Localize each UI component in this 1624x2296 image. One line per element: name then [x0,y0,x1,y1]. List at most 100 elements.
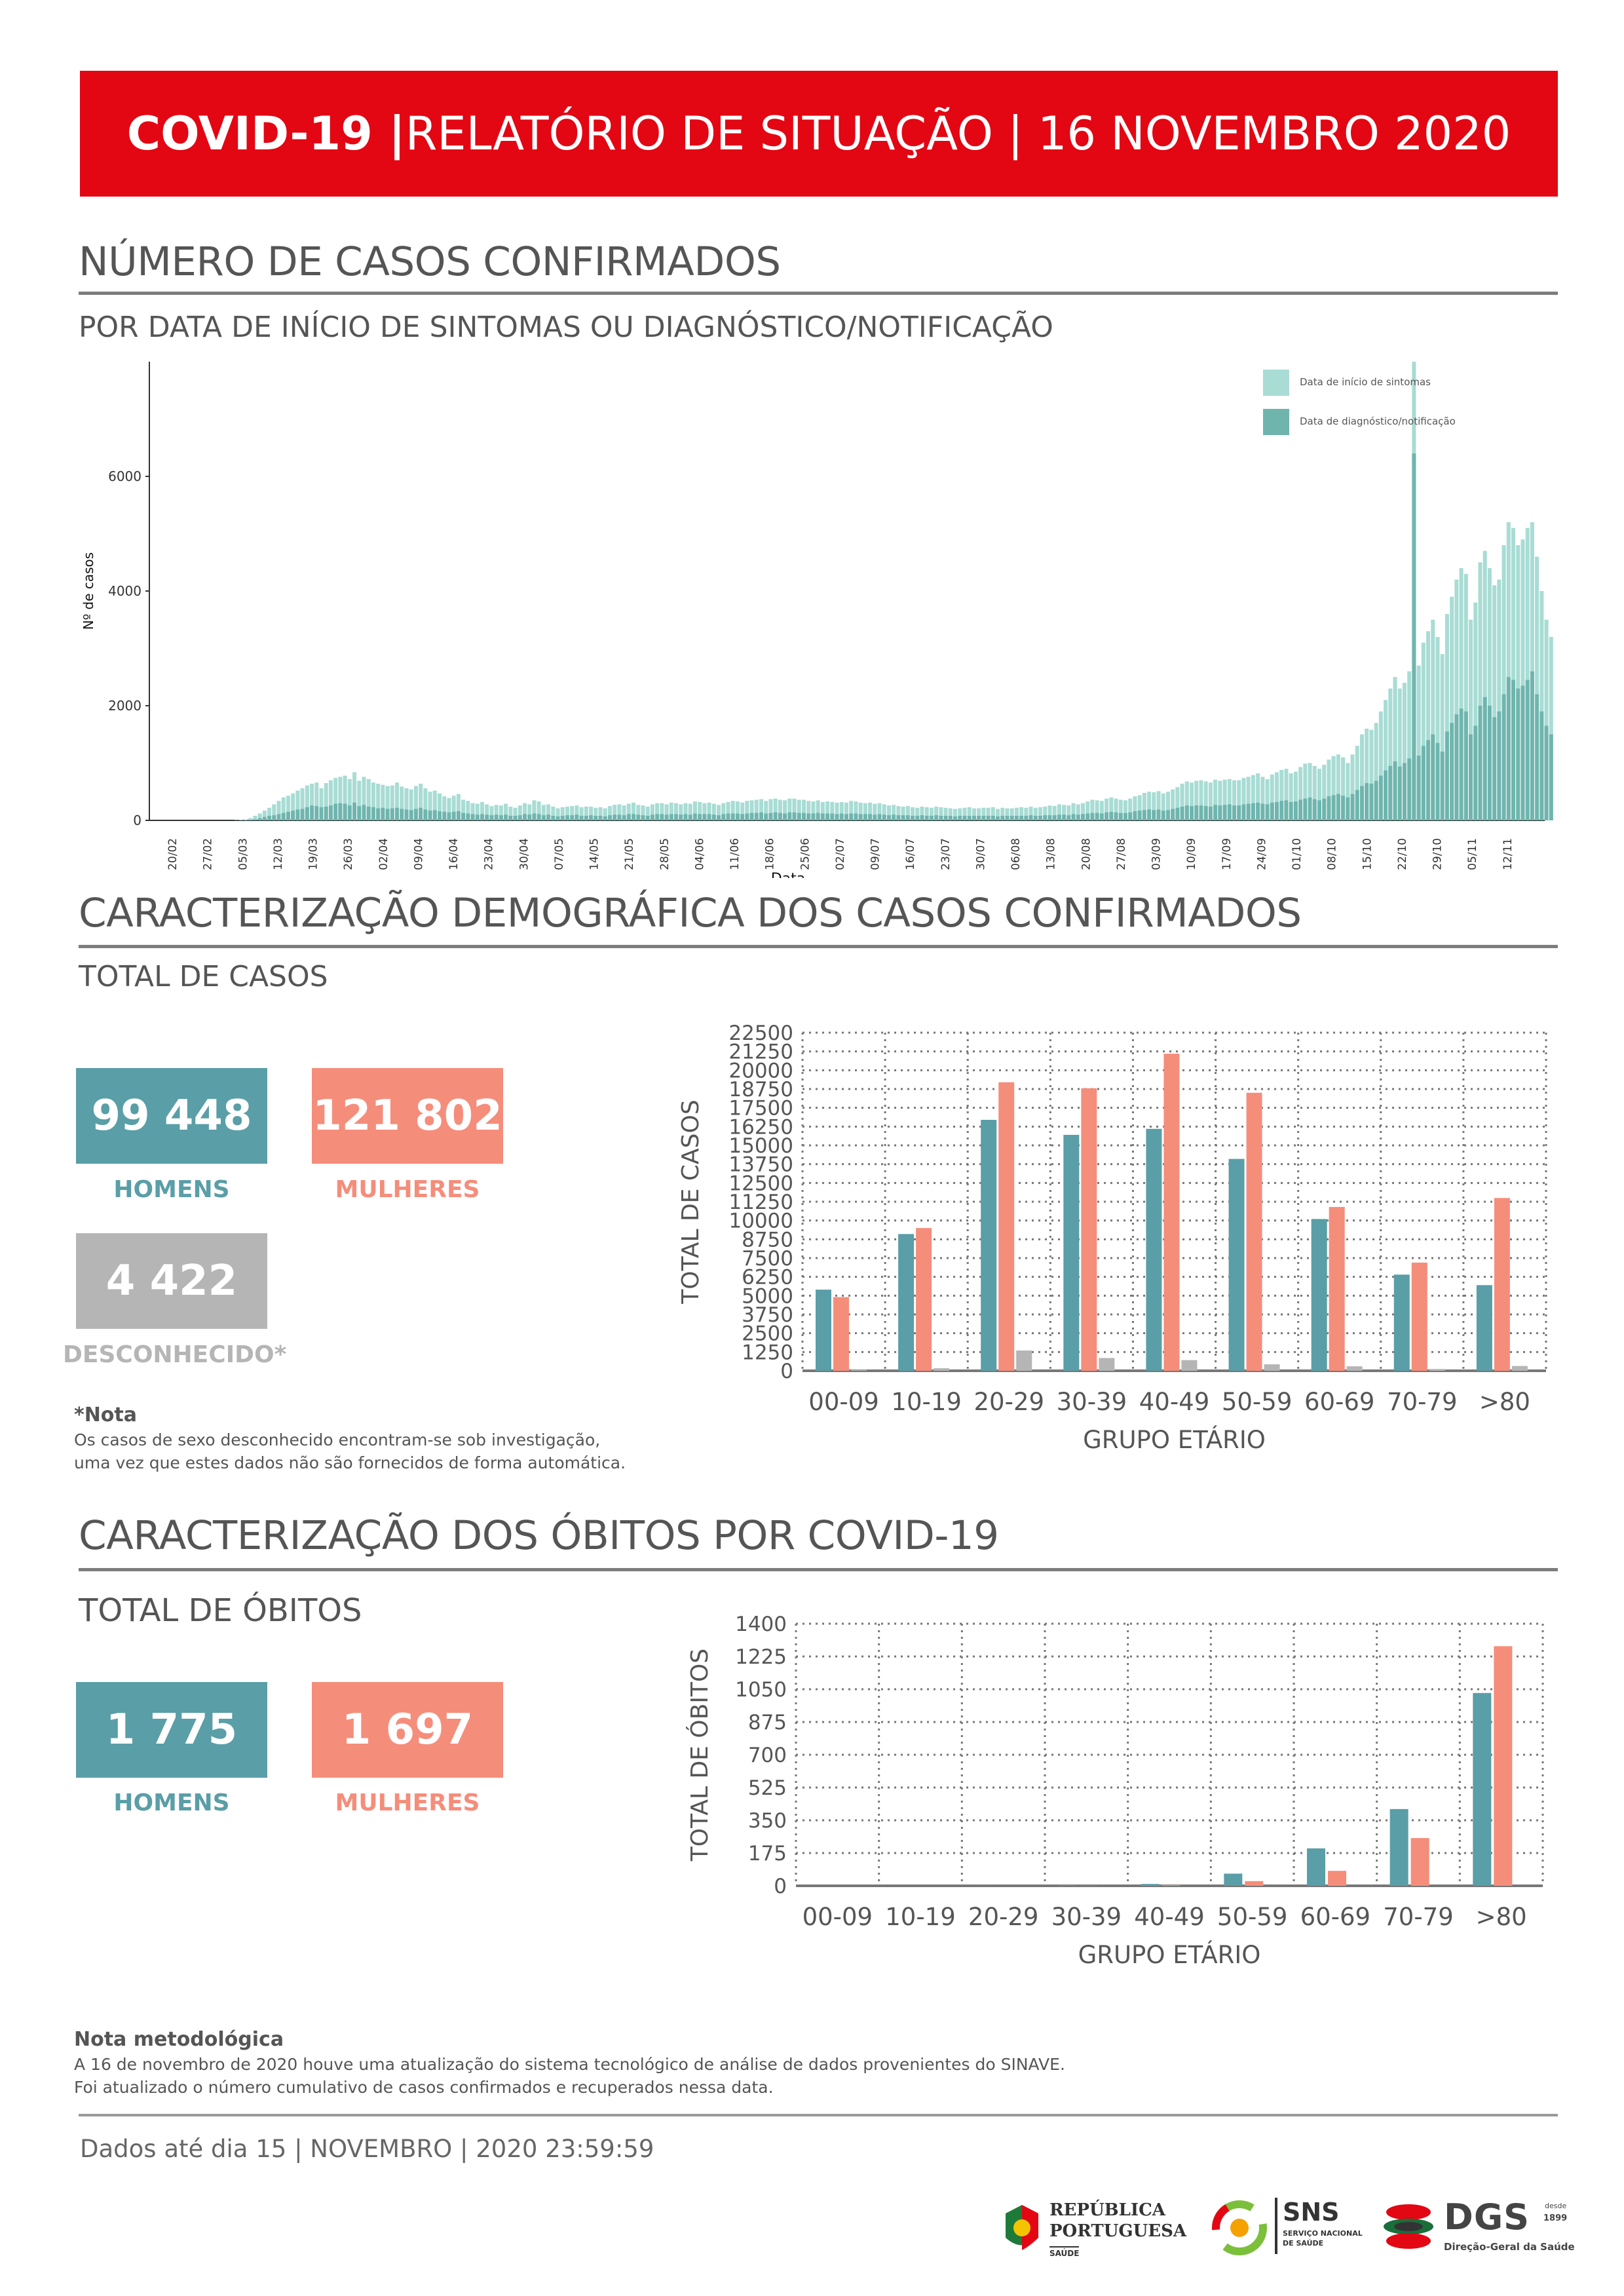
symptom-onset-bar [1147,792,1152,820]
notification-bar [1227,804,1232,820]
y-tick-label: 1250 [742,1341,793,1364]
notification-bar [1114,812,1118,820]
symptom-onset-bar [1322,765,1327,820]
symptom-onset-bar [1222,779,1227,820]
x-tick-label: 40-49 [1139,1388,1210,1416]
symptom-onset-bar [362,776,366,820]
symptom-onset-bar [461,799,466,820]
notification-bar [253,819,257,820]
symptom-onset-bar [764,801,768,820]
y-tick-label: 1400 [735,1613,787,1636]
dgs-year: 1899 [1543,2213,1568,2223]
notification-bar [641,815,645,820]
symptom-onset-bar [1095,800,1099,820]
symptom-onset-bar [1180,784,1184,820]
notification-bar [381,807,385,820]
note-line: uma vez que estes dados não são fornecid… [74,1453,626,1472]
symptom-onset-bar [1378,711,1383,820]
notification-bar [1199,805,1203,820]
symptom-onset-bar [825,801,830,820]
age-group-bar [1141,1884,1160,1886]
symptom-onset-bar [1431,619,1435,820]
symptom-onset-bar [1501,545,1506,820]
notification-bar [1407,758,1412,820]
symptom-onset-bar [660,803,664,820]
symptom-onset-bar [773,798,778,820]
notification-bar [711,814,716,820]
notification-bar [1355,790,1359,820]
notification-bar [844,814,848,820]
symptom-onset-bar [863,803,867,820]
symptom-onset-bar [692,801,697,820]
cases-by-age-chart: 0125025003750500062507500875010000112501… [677,1022,1547,1454]
notification-bar [1501,694,1506,820]
notification-bar [839,813,844,820]
notification-bar [1322,798,1327,820]
notification-bar [721,814,726,820]
x-tick-label: 28/05 [658,838,671,870]
x-tick-label: 30-39 [1051,1903,1122,1931]
symptom-onset-bar [305,785,309,820]
symptom-onset-bar [267,807,272,820]
symptom-onset-bar [688,803,692,820]
symptom-onset-bar [636,805,641,820]
symptom-onset-bar [905,806,910,820]
y-tick-label: 6000 [108,469,142,484]
notification-bar [740,814,745,820]
sns-circle-icon [1212,2200,1267,2255]
symptom-onset-bar [1265,779,1270,820]
women-cases-label: MULHERES [335,1176,480,1203]
x-tick-label: 30-39 [1057,1388,1127,1416]
y-tick-label: 525 [748,1776,787,1800]
age-group-bar [1393,1274,1410,1371]
notification-bar [560,816,565,820]
y-tick-label: 15000 [728,1134,793,1158]
notification-bar [886,815,891,820]
notification-bar [347,805,352,820]
x-tick-label: 15/10 [1361,838,1374,870]
symptom-onset-bar [1440,654,1445,820]
y-tick-label: 2000 [108,698,142,714]
notification-bar [816,813,820,820]
notification-bar [707,814,711,820]
symptom-onset-bar [390,785,394,820]
notification-bar [1080,814,1085,820]
notification-bar [603,816,607,820]
notification-bar [911,816,915,820]
symptom-onset-bar [939,807,943,820]
symptom-onset-bar [522,803,527,820]
notification-bar [1043,815,1048,820]
symptom-onset-bar [1284,769,1289,820]
notification-bar [1284,800,1289,820]
symptom-onset-bar [1184,781,1189,820]
notification-bar [660,814,664,820]
symptom-onset-bar [801,799,806,820]
men-cases-total: 99 448 [76,1068,267,1164]
symptom-onset-bar [508,807,513,820]
notification-bar [692,813,697,820]
y-axis-title: Nº de casos [81,552,96,630]
symptom-onset-bar [1331,756,1336,820]
notification-bar [551,816,556,820]
symptom-onset-bar [1099,801,1104,820]
symptom-onset-bar [811,801,816,820]
symptom-onset-bar [1241,778,1246,820]
symptom-onset-bar [934,807,939,820]
symptom-onset-bar [1161,793,1165,820]
notification-bar [489,815,494,820]
notification-bar [962,816,967,820]
symptom-onset-bar [314,782,319,820]
notification-bar [461,813,466,820]
men-deaths-label: HOMENS [113,1789,230,1816]
symptom-onset-bar [1133,796,1137,820]
dgs-since: desde [1545,2202,1567,2210]
women-deaths-label: MULHERES [335,1789,480,1816]
notification-bar [632,814,636,820]
x-tick-label: 70-79 [1383,1903,1454,1931]
symptom-onset-bar [1080,803,1085,820]
y-tick-label: 2500 [742,1322,793,1346]
footer-divider [79,2114,1558,2116]
x-tick-label: 08/10 [1326,838,1339,870]
x-tick-label: 06/08 [1010,838,1023,870]
symptom-onset-bar [1549,637,1553,820]
